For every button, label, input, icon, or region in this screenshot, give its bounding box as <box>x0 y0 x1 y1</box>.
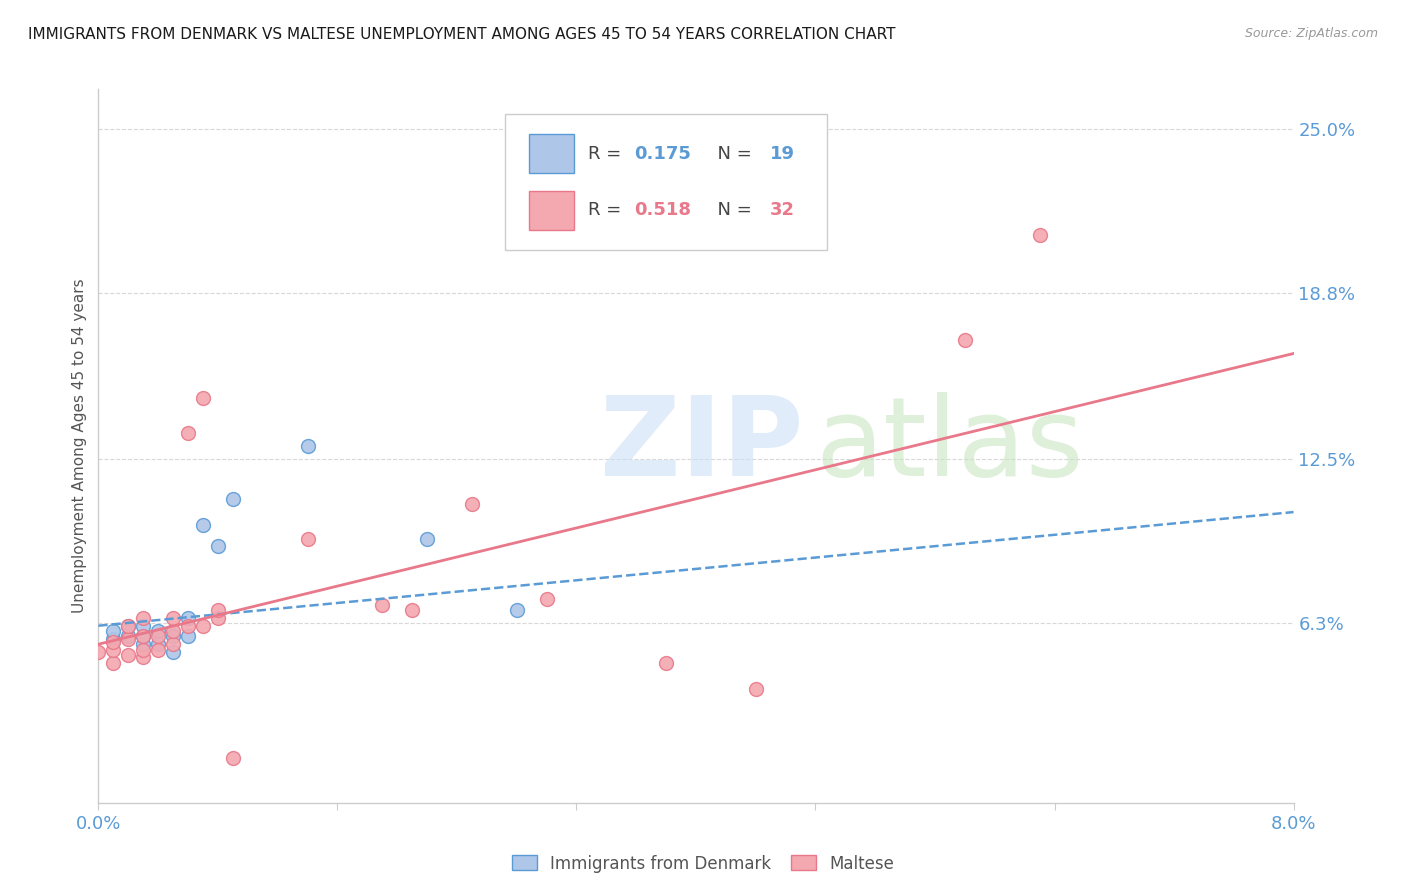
Point <box>745 682 768 697</box>
Point <box>191 618 214 632</box>
Y-axis label: Unemployment Among Ages 45 to 54 years: Unemployment Among Ages 45 to 54 years <box>72 278 87 614</box>
Point <box>132 650 155 665</box>
Text: atlas: atlas <box>815 392 1084 500</box>
Point <box>162 637 184 651</box>
Point <box>148 637 170 651</box>
Point <box>655 656 678 670</box>
Point <box>103 624 125 638</box>
Point <box>162 611 184 625</box>
Text: N =: N = <box>706 202 756 219</box>
Legend: Immigrants from Denmark, Maltese: Immigrants from Denmark, Maltese <box>505 848 901 880</box>
Point <box>148 629 170 643</box>
Point <box>132 642 155 657</box>
Point <box>132 618 155 632</box>
Point <box>1028 227 1050 242</box>
Point <box>132 629 155 643</box>
Point <box>117 618 139 632</box>
Point <box>222 491 245 506</box>
FancyBboxPatch shape <box>529 134 574 173</box>
Point <box>506 603 529 617</box>
Point <box>536 592 558 607</box>
Point <box>148 624 170 638</box>
Point <box>191 392 214 406</box>
Point <box>117 632 139 646</box>
Point <box>103 656 125 670</box>
Point <box>162 645 184 659</box>
Text: ZIP: ZIP <box>600 392 804 500</box>
Text: 32: 32 <box>770 202 794 219</box>
Text: 0.175: 0.175 <box>634 145 690 162</box>
Point <box>207 603 229 617</box>
Point <box>953 333 976 347</box>
Point <box>132 611 155 625</box>
Text: R =: R = <box>588 202 627 219</box>
Point <box>297 532 319 546</box>
Point <box>117 618 139 632</box>
Point <box>401 603 423 617</box>
Point <box>103 634 125 648</box>
Point <box>207 540 229 554</box>
Point <box>177 629 200 643</box>
Point <box>117 629 139 643</box>
Point <box>162 624 184 638</box>
Text: N =: N = <box>706 145 756 162</box>
Point <box>297 439 319 453</box>
Text: R =: R = <box>588 145 627 162</box>
Point <box>191 518 214 533</box>
Point <box>132 637 155 651</box>
Text: 0.518: 0.518 <box>634 202 690 219</box>
Text: 19: 19 <box>770 145 794 162</box>
Point <box>87 645 110 659</box>
Point <box>103 632 125 646</box>
Point <box>371 598 394 612</box>
Point <box>177 611 200 625</box>
Point <box>117 648 139 662</box>
Point <box>103 642 125 657</box>
FancyBboxPatch shape <box>505 114 827 250</box>
Point <box>207 611 229 625</box>
Point <box>177 618 200 632</box>
Text: Source: ZipAtlas.com: Source: ZipAtlas.com <box>1244 27 1378 40</box>
FancyBboxPatch shape <box>529 191 574 230</box>
Point <box>132 629 155 643</box>
Point <box>222 751 245 765</box>
Point <box>162 629 184 643</box>
Point <box>177 425 200 440</box>
Text: IMMIGRANTS FROM DENMARK VS MALTESE UNEMPLOYMENT AMONG AGES 45 TO 54 YEARS CORREL: IMMIGRANTS FROM DENMARK VS MALTESE UNEMP… <box>28 27 896 42</box>
Point <box>148 642 170 657</box>
Point <box>416 532 439 546</box>
Point <box>461 497 484 511</box>
